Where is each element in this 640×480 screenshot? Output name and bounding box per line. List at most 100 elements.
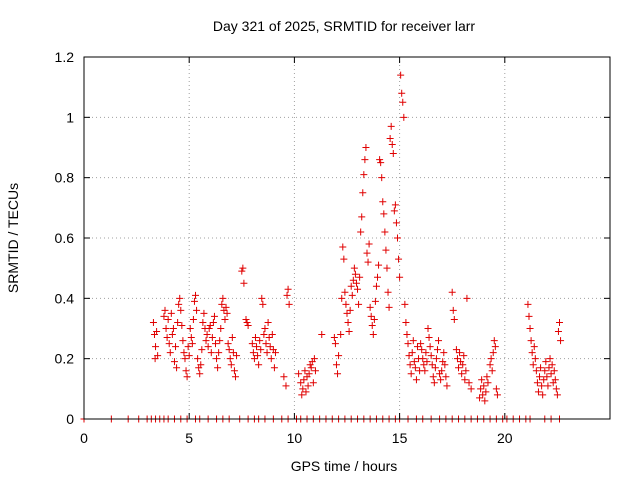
data-point bbox=[215, 349, 223, 357]
data-point bbox=[551, 376, 559, 384]
data-point bbox=[550, 367, 558, 375]
data-point bbox=[539, 391, 547, 399]
data-point bbox=[221, 315, 229, 323]
data-point bbox=[408, 349, 416, 357]
data-point bbox=[393, 234, 401, 242]
data-point bbox=[553, 391, 561, 399]
data-point bbox=[266, 343, 274, 351]
data-point bbox=[543, 373, 551, 381]
data-point bbox=[299, 385, 307, 393]
data-point bbox=[282, 382, 290, 390]
data-point bbox=[383, 264, 391, 272]
data-point bbox=[380, 210, 388, 218]
data-point bbox=[259, 300, 267, 308]
data-point bbox=[226, 355, 234, 363]
data-point bbox=[168, 331, 176, 339]
data-point bbox=[199, 318, 207, 326]
data-point bbox=[467, 385, 475, 393]
data-point bbox=[486, 361, 494, 369]
data-point bbox=[438, 367, 446, 375]
data-point bbox=[262, 340, 270, 348]
data-point bbox=[375, 261, 383, 269]
data-point bbox=[398, 89, 406, 97]
data-point bbox=[209, 318, 217, 326]
y-tick-labels: 0 0.2 0.4 0.6 0.8 1 1.2 bbox=[55, 49, 75, 427]
data-point bbox=[301, 367, 309, 375]
data-point bbox=[352, 279, 360, 287]
y-tick-label: 0.8 bbox=[55, 170, 75, 186]
x-tick-label: 0 bbox=[80, 430, 88, 446]
data-point bbox=[251, 334, 259, 342]
data-point bbox=[492, 385, 500, 393]
data-point bbox=[422, 349, 430, 357]
data-point bbox=[366, 303, 374, 311]
data-point bbox=[233, 352, 241, 360]
data-point bbox=[385, 303, 393, 311]
data-point bbox=[248, 340, 256, 348]
data-point bbox=[541, 367, 549, 375]
data-point bbox=[263, 349, 271, 357]
data-point bbox=[223, 309, 231, 317]
data-point bbox=[406, 361, 414, 369]
data-point bbox=[417, 340, 425, 348]
data-point bbox=[426, 343, 434, 351]
data-point bbox=[391, 201, 399, 209]
data-point bbox=[450, 315, 458, 323]
data-point bbox=[364, 258, 372, 266]
data-point bbox=[345, 328, 353, 336]
data-point bbox=[341, 288, 349, 296]
data-point bbox=[423, 358, 431, 366]
y-tick-label: 1 bbox=[66, 109, 74, 125]
data-point bbox=[342, 300, 350, 308]
data-point bbox=[177, 306, 185, 314]
data-point bbox=[455, 364, 463, 372]
data-point bbox=[349, 276, 357, 284]
data-point bbox=[165, 340, 173, 348]
data-point bbox=[431, 364, 439, 372]
data-point bbox=[167, 309, 175, 317]
data-point bbox=[182, 367, 190, 375]
data-point bbox=[460, 352, 468, 360]
x-tick-label: 5 bbox=[185, 430, 193, 446]
data-point bbox=[369, 331, 377, 339]
data-point bbox=[180, 349, 188, 357]
data-point bbox=[432, 355, 440, 363]
data-point bbox=[441, 361, 449, 369]
data-point bbox=[244, 321, 252, 329]
data-point bbox=[354, 285, 362, 293]
data-point bbox=[387, 122, 395, 130]
data-point bbox=[534, 388, 542, 396]
data-point bbox=[556, 318, 564, 326]
data-point bbox=[207, 349, 215, 357]
data-point bbox=[429, 373, 437, 381]
data-point bbox=[271, 349, 279, 357]
data-point bbox=[204, 343, 212, 351]
data-point bbox=[161, 306, 169, 314]
data-point bbox=[442, 373, 450, 381]
data-point bbox=[374, 273, 382, 281]
data-point bbox=[403, 331, 411, 339]
data-point bbox=[264, 318, 272, 326]
data-point bbox=[183, 373, 191, 381]
data-point bbox=[227, 361, 235, 369]
data-point bbox=[268, 331, 276, 339]
data-point bbox=[162, 325, 170, 332]
data-point bbox=[348, 291, 356, 299]
data-point bbox=[344, 318, 352, 326]
data-point bbox=[381, 228, 389, 236]
data-point bbox=[537, 364, 545, 372]
data-point bbox=[476, 394, 484, 402]
data-point bbox=[304, 382, 312, 390]
data-point bbox=[295, 370, 303, 378]
data-point bbox=[339, 243, 347, 251]
data-point bbox=[218, 300, 226, 308]
data-point bbox=[409, 337, 417, 345]
data-point bbox=[166, 349, 174, 357]
data-point bbox=[449, 306, 457, 314]
data-point bbox=[311, 367, 319, 375]
data-point bbox=[228, 334, 236, 342]
data-point bbox=[151, 355, 159, 363]
chart-title: Day 321 of 2025, SRMTID for receiver lar… bbox=[213, 18, 476, 34]
data-point bbox=[175, 300, 183, 308]
data-point bbox=[174, 318, 182, 326]
